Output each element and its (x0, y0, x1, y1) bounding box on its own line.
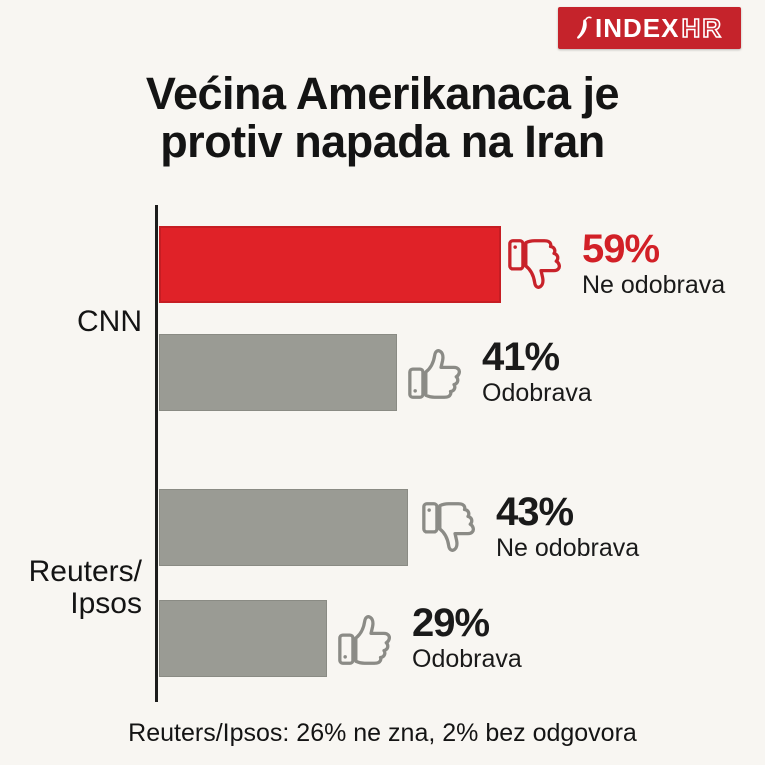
bar-cnn-approve (159, 334, 397, 411)
title-line-1: Većina Amerikanaca je (145, 68, 620, 119)
thumbs-down-icon (422, 501, 475, 552)
value-sublabel: Odobrava (482, 379, 592, 408)
category-reuters-line1: Reuters/ (28, 555, 142, 588)
annotation-cnn-approve: 41% Odobrava (405, 334, 592, 411)
value-label: 59% (582, 227, 660, 272)
title-line-2: protiv napada na Iran (160, 115, 605, 167)
annotation-reuters-disapprove: 43% Ne odobrava (419, 489, 639, 566)
annotation-cnn-disapprove: 59% Ne odobrava (505, 226, 725, 303)
category-cnn-text: CNN (77, 305, 142, 338)
value-label: 41% (482, 335, 560, 380)
thumbs-up-icon (338, 614, 391, 665)
value-sublabel: Ne odobrava (496, 534, 640, 563)
thumbs-up-icon (408, 348, 461, 399)
source-note: Reuters/Ipsos: 26% ne zna, 2% bez odgovo… (128, 719, 637, 747)
logo-brand-text: INDEX (594, 13, 680, 43)
annotation-reuters-approve: 29% Odobrava (335, 600, 522, 677)
indexhr-logo: INDEX HR (558, 7, 741, 49)
bar-reuters-disapprove (159, 489, 409, 566)
value-sublabel: Ne odobrava (582, 271, 726, 300)
bar-reuters-approve (159, 600, 328, 677)
value-sublabel: Odobrava (412, 645, 522, 674)
category-label-reuters-ipsos: Reuters/ Ipsos (2, 555, 142, 621)
y-axis-line (155, 205, 158, 702)
page-title: Većina Amerikanaca je protiv napada na I… (0, 70, 765, 165)
value-label: 43% (496, 490, 574, 535)
chili-pepper-icon (577, 15, 592, 39)
value-label: 29% (412, 601, 490, 646)
category-label-cnn: CNN (2, 305, 142, 338)
logo-suffix-text: HR (681, 13, 724, 43)
bar-cnn-disapprove (159, 226, 502, 303)
category-reuters-line2: Ipsos (70, 587, 142, 621)
thumbs-down-icon (508, 238, 561, 289)
